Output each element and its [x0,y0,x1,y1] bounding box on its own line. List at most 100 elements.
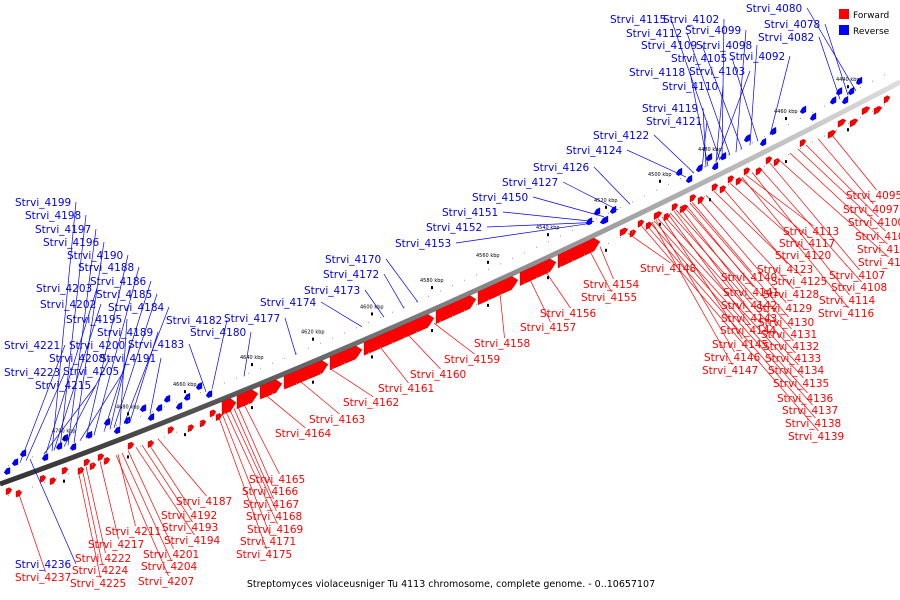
gene-label-strvi_4117[interactable]: Strvi_4117 [779,238,835,250]
gene-label-strvi_4138[interactable]: Strvi_4138 [785,418,841,430]
gene-label-strvi_4157[interactable]: Strvi_4157 [520,322,576,334]
gene-label-strvi_4145[interactable]: Strvi_4145 [712,339,768,351]
gene-label-strvi_4105[interactable]: Strvi_4105 [671,53,727,65]
gene-label-strvi_4108[interactable]: Strvi_4108 [831,282,887,294]
gene-label-strvi_4154[interactable]: Strvi_4154 [583,279,640,291]
gene-label-strvi_4194[interactable]: Strvi_4194 [164,535,221,547]
gene-label-strvi_4204[interactable]: Strvi_4204 [141,561,198,573]
gene-label-strvi_4148[interactable]: Strvi_4148 [640,263,696,275]
gene-label-strvi_4217[interactable]: Strvi_4217 [88,539,144,551]
gene-label-strvi_4153[interactable]: Strvi_4153 [395,238,451,250]
gene-label-strvi_4141[interactable]: Strvi_4141 [723,287,779,299]
gene-label-strvi_4109[interactable]: Strvi_4109 [641,40,697,52]
gene-label-strvi_4143[interactable]: Strvi_4143 [721,313,777,325]
gene-label-strvi_4151[interactable]: Strvi_4151 [442,207,498,219]
gene-label-strvi_4167[interactable]: Strvi_4167 [243,499,299,511]
gene-label-strvi_4139[interactable]: Strvi_4139 [788,431,844,443]
gene-label-strvi_4196[interactable]: Strvi_4196 [43,237,100,249]
gene-label-strvi_4152[interactable]: Strvi_4152 [426,222,482,234]
gene-label-strvi_4106[interactable]: Strvi_4106 [858,257,900,269]
gene-label-strvi_4207[interactable]: Strvi_4207 [138,576,194,588]
gene-label-strvi_4203[interactable]: Strvi_4203 [36,283,92,295]
gene-label-strvi_4119[interactable]: Strvi_4119 [642,103,698,115]
gene-label-strvi_4202[interactable]: Strvi_4202 [40,299,96,311]
gene-label-strvi_4150[interactable]: Strvi_4150 [472,192,528,204]
gene-label-strvi_4142[interactable]: Strvi_4142 [721,300,777,312]
gene-label-strvi_4215[interactable]: Strvi_4215 [35,380,91,392]
gene-label-strvi_4103[interactable]: Strvi_4103 [689,66,745,78]
gene-label-strvi_4225[interactable]: Strvi_4225 [70,578,126,590]
gene-label-strvi_4136[interactable]: Strvi_4136 [777,393,834,405]
gene-label-strvi_4185[interactable]: Strvi_4185 [96,289,152,301]
gene-label-strvi_4144[interactable]: Strvi_4144 [720,325,777,337]
gene-label-strvi_4098[interactable]: Strvi_4098 [696,40,752,52]
gene-label-strvi_4222[interactable]: Strvi_4222 [75,553,131,565]
gene-label-strvi_4137[interactable]: Strvi_4137 [782,405,838,417]
gene-label-strvi_4208[interactable]: Strvi_4208 [49,353,105,365]
gene-label-strvi_4186[interactable]: Strvi_4186 [90,276,147,288]
gene-label-strvi_4166[interactable]: Strvi_4166 [242,486,299,498]
gene-label-strvi_4121[interactable]: Strvi_4121 [646,116,702,128]
gene-label-strvi_4120[interactable]: Strvi_4120 [775,250,831,262]
gene-label-strvi_4237[interactable]: Strvi_4237 [15,572,71,584]
gene-label-strvi_4174[interactable]: Strvi_4174 [260,297,317,309]
gene-label-strvi_4133[interactable]: Strvi_4133 [765,353,821,365]
gene-label-strvi_4092[interactable]: Strvi_4092 [729,51,785,63]
gene-label-strvi_4187[interactable]: Strvi_4187 [176,496,232,508]
gene-label-strvi_4147[interactable]: Strvi_4147 [702,365,758,377]
gene-label-strvi_4172[interactable]: Strvi_4172 [323,269,379,281]
gene-label-strvi_4132[interactable]: Strvi_4132 [763,341,819,353]
gene-label-strvi_4182[interactable]: Strvi_4182 [166,315,222,327]
gene-label-strvi_4160[interactable]: Strvi_4160 [410,369,466,381]
gene-label-strvi_4223[interactable]: Strvi_4223 [4,367,60,379]
gene-label-strvi_4126[interactable]: Strvi_4126 [533,162,590,174]
gene-label-strvi_4205[interactable]: Strvi_4205 [63,366,119,378]
gene-label-strvi_4115[interactable]: Strvi_4115 [610,14,666,26]
gene-label-strvi_4171[interactable]: Strvi_4171 [240,536,296,548]
gene-label-strvi_4140[interactable]: Strvi_4140 [721,272,777,284]
gene-label-strvi_4135[interactable]: Strvi_4135 [773,378,829,390]
gene-label-strvi_4129[interactable]: Strvi_4129 [756,303,812,315]
gene-label-strvi_4100[interactable]: Strvi_4100 [848,217,900,229]
gene-label-strvi_4168[interactable]: Strvi_4168 [246,511,302,523]
gene-label-strvi_4123[interactable]: Strvi_4123 [757,264,813,276]
gene-label-strvi_4130[interactable]: Strvi_4130 [758,317,814,329]
gene-label-strvi_4183[interactable]: Strvi_4183 [128,339,184,351]
gene-label-strvi_4170[interactable]: Strvi_4170 [325,254,381,266]
gene-label-strvi_4169[interactable]: Strvi_4169 [247,524,303,536]
gene-label-strvi_4101[interactable]: Strvi_4101 [855,231,900,243]
gene-label-strvi_4112[interactable]: Strvi_4112 [626,28,682,40]
gene-label-strvi_4080[interactable]: Strvi_4080 [746,3,802,15]
gene-label-strvi_4189[interactable]: Strvi_4189 [97,327,153,339]
gene-label-strvi_4192[interactable]: Strvi_4192 [161,510,217,522]
gene-label-strvi_4162[interactable]: Strvi_4162 [343,397,399,409]
gene-label-strvi_4163[interactable]: Strvi_4163 [309,414,365,426]
gene-label-strvi_4224[interactable]: Strvi_4224 [72,565,129,577]
gene-label-strvi_4124[interactable]: Strvi_4124 [566,145,623,157]
gene-label-strvi_4188[interactable]: Strvi_4188 [78,262,134,274]
gene-label-strvi_4211[interactable]: Strvi_4211 [105,526,161,538]
gene-label-strvi_4175[interactable]: Strvi_4175 [236,549,292,561]
gene-label-strvi_4236[interactable]: Strvi_4236 [15,559,72,571]
gene-label-strvi_4113[interactable]: Strvi_4113 [783,226,839,238]
gene-label-strvi_4134[interactable]: Strvi_4134 [768,365,825,377]
gene-label-strvi_4159[interactable]: Strvi_4159 [444,354,500,366]
gene-label-strvi_4191[interactable]: Strvi_4191 [100,353,156,365]
gene-label-strvi_4114[interactable]: Strvi_4114 [819,295,876,307]
gene-label-strvi_4122[interactable]: Strvi_4122 [593,130,649,142]
gene-label-strvi_4161[interactable]: Strvi_4161 [378,383,434,395]
gene-label-strvi_4127[interactable]: Strvi_4127 [502,177,558,189]
gene-label-strvi_4078[interactable]: Strvi_4078 [764,19,820,31]
gene-label-strvi_4190[interactable]: Strvi_4190 [67,250,123,262]
gene-label-strvi_4104[interactable]: Strvi_4104 [857,244,900,256]
gene-label-strvi_4097[interactable]: Strvi_4097 [843,204,899,216]
gene-label-strvi_4198[interactable]: Strvi_4198 [25,210,81,222]
gene-label-strvi_4158[interactable]: Strvi_4158 [474,338,530,350]
gene-label-strvi_4116[interactable]: Strvi_4116 [818,308,875,320]
gene-label-strvi_4165[interactable]: Strvi_4165 [249,474,305,486]
gene-label-strvi_4125[interactable]: Strvi_4125 [771,276,827,288]
gene-label-strvi_4200[interactable]: Strvi_4200 [69,340,125,352]
gene-label-strvi_4201[interactable]: Strvi_4201 [143,549,199,561]
gene-label-strvi_4155[interactable]: Strvi_4155 [581,292,637,304]
gene-label-strvi_4197[interactable]: Strvi_4197 [35,224,91,236]
